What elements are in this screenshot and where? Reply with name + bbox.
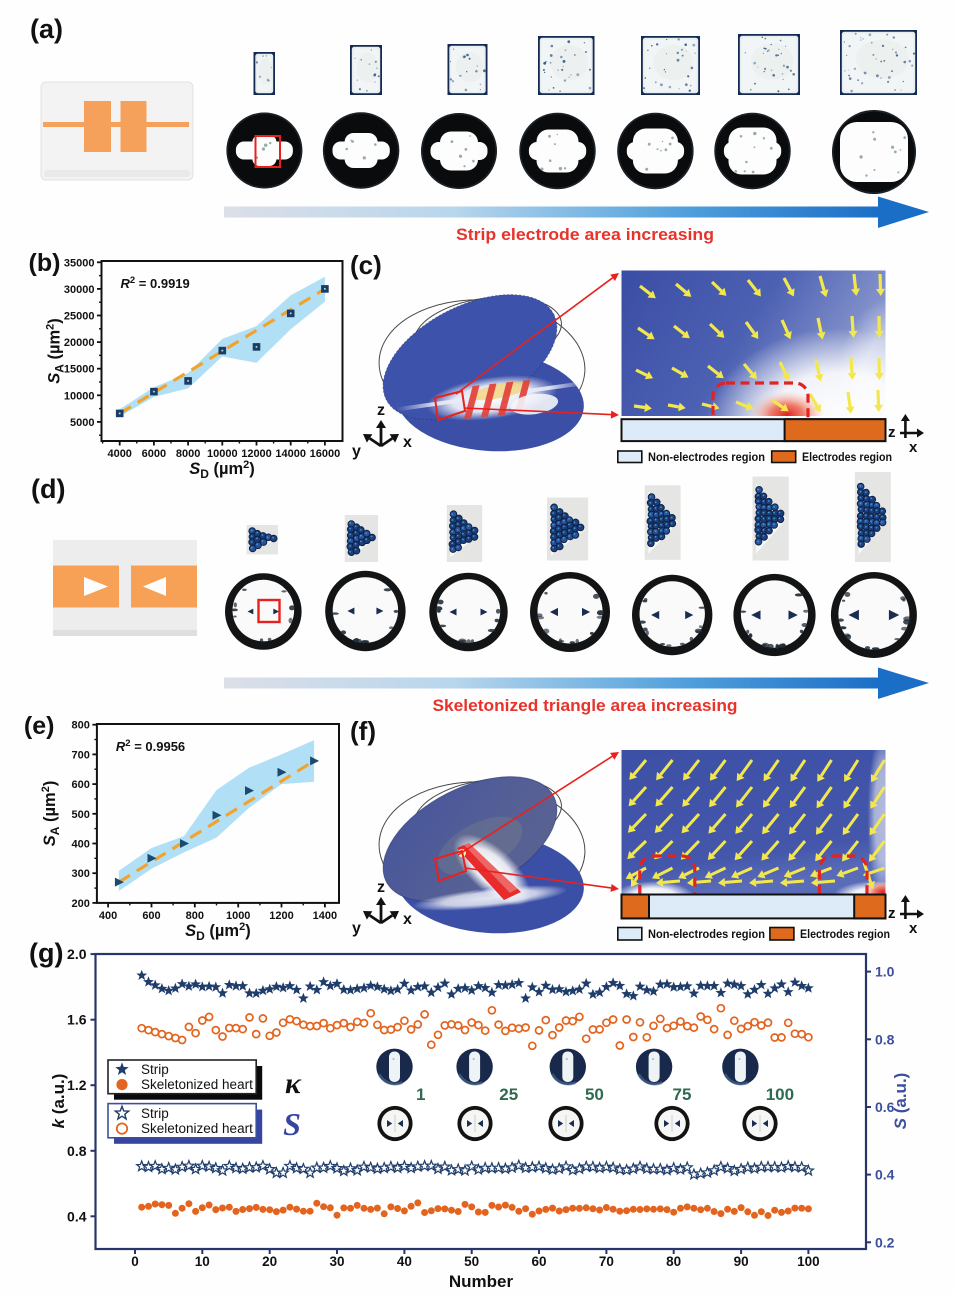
svg-text:Strip: Strip [141,1106,169,1121]
svg-text:1.0: 1.0 [875,964,895,980]
svg-text:(e): (e) [25,712,54,740]
svg-text:16000: 16000 [310,448,341,460]
svg-text:Strip: Strip [141,1062,169,1077]
svg-text:600: 600 [72,779,90,791]
svg-text:y: y [352,443,361,460]
svg-text:0.4: 0.4 [67,1208,87,1224]
svg-text:1: 1 [416,1085,425,1104]
svg-text:SA (µm2): SA (µm2) [45,318,67,384]
svg-text:x: x [403,434,412,451]
svg-text:Non-electrodes region: Non-electrodes region [648,450,765,464]
svg-text:10000: 10000 [64,390,95,402]
svg-text:S (a.u.): S (a.u.) [891,1073,910,1130]
svg-text:(g): (g) [29,938,63,968]
svg-text:12000: 12000 [241,448,272,460]
svg-text:z: z [888,424,896,441]
svg-text:x: x [403,911,412,928]
svg-text:x: x [909,920,918,937]
svg-text:Number: Number [449,1272,514,1291]
svg-text:50: 50 [585,1085,604,1104]
svg-text:80: 80 [666,1254,681,1269]
svg-text:75: 75 [673,1085,692,1104]
svg-text:1000: 1000 [226,910,250,922]
svg-text:800: 800 [186,910,204,922]
svg-text:(d): (d) [31,474,65,504]
svg-text:400: 400 [99,910,117,922]
svg-text:30000: 30000 [64,284,95,296]
svg-text:(b): (b) [29,250,61,277]
svg-text:R2 = 0.9956: R2 = 0.9956 [116,738,185,755]
svg-text:200: 200 [72,898,90,910]
svg-text:k (a.u.): k (a.u.) [49,1074,68,1129]
svg-text:(a): (a) [30,14,63,44]
svg-text:8000: 8000 [176,448,200,460]
svg-text:z: z [377,402,385,419]
svg-text:Skeletonized triangle area inc: Skeletonized triangle area increasing [433,696,738,715]
svg-text:Strip electrode area increasin: Strip electrode area increasing [456,225,714,244]
svg-text:500: 500 [72,809,90,821]
svg-text:30: 30 [329,1254,344,1269]
svg-text:0.4: 0.4 [875,1167,895,1183]
svg-text:1.6: 1.6 [67,1012,87,1028]
svg-text:400: 400 [72,839,90,851]
svg-text:100: 100 [766,1085,794,1104]
svg-text:70: 70 [599,1254,614,1269]
svg-text:Non-electrodes region: Non-electrodes region [648,927,765,941]
svg-text:0.8: 0.8 [875,1031,895,1047]
svg-text:800: 800 [72,720,90,732]
svg-text:SA (µm2): SA (µm2) [40,781,62,847]
svg-text:R2 = 0.9919: R2 = 0.9919 [121,275,190,292]
svg-text:Skeletonized heart: Skeletonized heart [141,1077,253,1092]
svg-text:0.8: 0.8 [67,1143,87,1159]
svg-text:Electrodes region: Electrodes region [802,450,892,464]
svg-text:20: 20 [262,1254,277,1269]
svg-text:20000: 20000 [64,337,95,349]
svg-text:z: z [377,879,385,896]
svg-text:4000: 4000 [107,448,131,460]
svg-text:40: 40 [397,1254,412,1269]
svg-text:10: 10 [195,1254,210,1269]
svg-text:5000: 5000 [70,417,94,429]
svg-text:50: 50 [464,1254,479,1269]
svg-text:300: 300 [72,868,90,880]
svg-text:1200: 1200 [269,910,293,922]
svg-text:600: 600 [142,910,160,922]
svg-text:14000: 14000 [275,448,306,460]
svg-text:κ: κ [285,1067,302,1100]
svg-text:15000: 15000 [64,364,95,376]
svg-text:6000: 6000 [142,448,166,460]
svg-text:z: z [888,905,896,922]
svg-text:10000: 10000 [207,448,238,460]
svg-text:2.0: 2.0 [67,946,87,962]
svg-text:0: 0 [131,1254,139,1269]
svg-text:(f): (f) [350,716,376,746]
svg-text:1400: 1400 [313,910,337,922]
svg-text:0.2: 0.2 [875,1234,895,1250]
svg-text:35000: 35000 [64,257,95,269]
svg-text:Electrodes region: Electrodes region [800,927,890,941]
svg-text:90: 90 [734,1254,749,1269]
svg-text:25: 25 [499,1085,518,1104]
svg-text:(c): (c) [350,250,382,280]
svg-text:x: x [909,439,918,456]
svg-text:60: 60 [531,1254,546,1269]
svg-text:y: y [352,920,361,937]
svg-text:S: S [283,1106,301,1142]
svg-text:700: 700 [72,749,90,761]
svg-text:1.2: 1.2 [67,1077,87,1093]
svg-text:25000: 25000 [64,311,95,323]
svg-text:100: 100 [797,1254,820,1269]
svg-text:0.6: 0.6 [875,1099,895,1115]
svg-text:Skeletonized heart: Skeletonized heart [141,1121,253,1136]
